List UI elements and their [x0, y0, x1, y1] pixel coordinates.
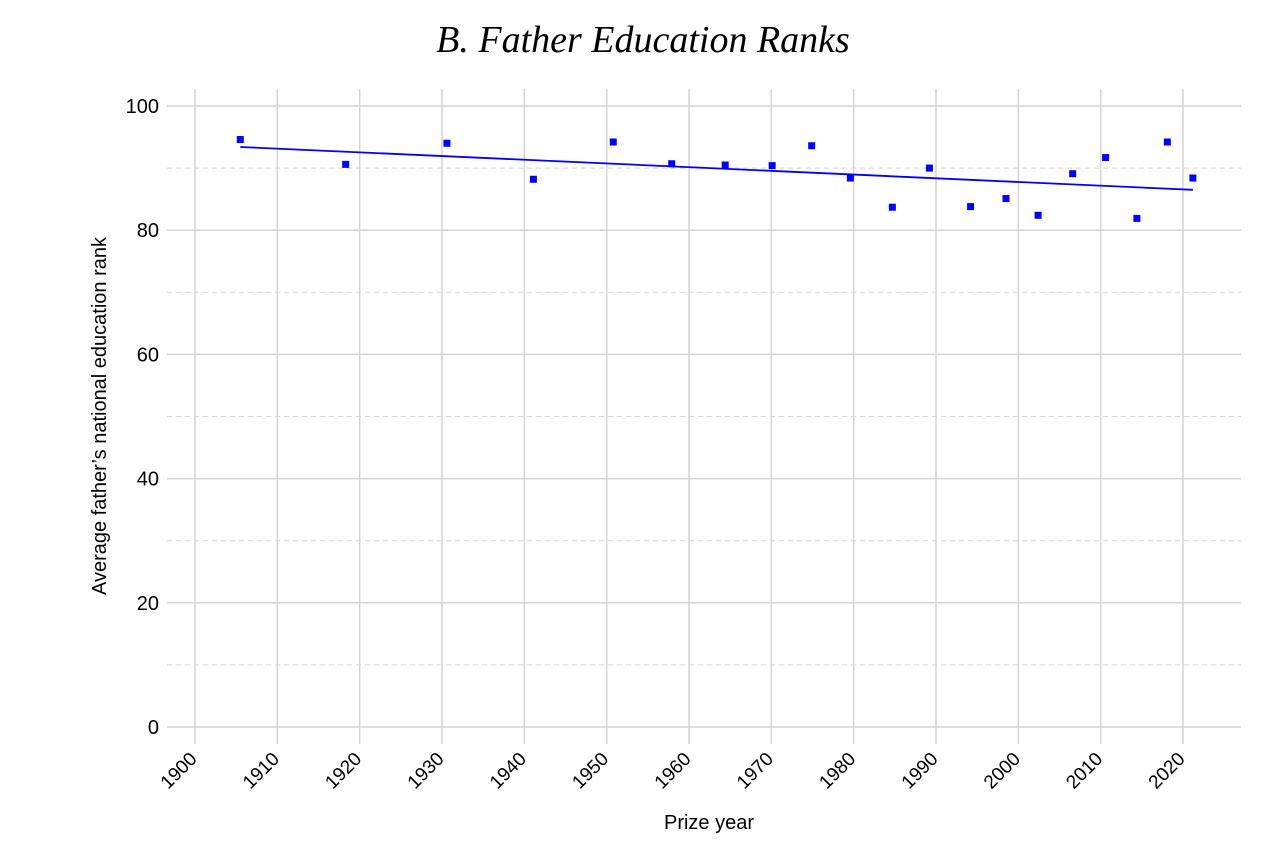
- data-point-17: [1102, 154, 1110, 162]
- x-axis-label: Prize year: [664, 812, 754, 834]
- chart-title: B. Father Education Ranks: [436, 19, 850, 61]
- data-point-16: [1069, 170, 1077, 178]
- data-point-8: [768, 162, 776, 170]
- y-tick-label-80: 80: [137, 220, 159, 242]
- data-point-14: [1002, 195, 1010, 203]
- data-point-3: [443, 139, 451, 147]
- data-point-11: [888, 203, 896, 211]
- x-tick-label-2000: 2000: [980, 749, 1025, 794]
- data-point-5: [609, 138, 617, 146]
- data-point-6: [668, 160, 676, 168]
- data-point-12: [925, 164, 933, 172]
- x-tick-label-1900: 1900: [157, 749, 202, 794]
- data-point-4: [529, 175, 537, 183]
- x-tick-label-1910: 1910: [239, 749, 284, 794]
- x-tick-label-1990: 1990: [898, 749, 943, 794]
- grid-lines: [167, 89, 1241, 744]
- y-tick-label-0: 0: [148, 717, 159, 739]
- y-tick-label-100: 100: [126, 96, 159, 118]
- data-point-10: [846, 174, 854, 182]
- data-points: [236, 136, 1197, 222]
- data-point-2: [342, 160, 350, 168]
- data-point-1: [236, 136, 244, 144]
- x-tick-label-2020: 2020: [1145, 749, 1190, 794]
- data-point-7: [721, 161, 729, 169]
- x-tick-label-2010: 2010: [1062, 749, 1107, 794]
- data-point-19: [1163, 138, 1171, 146]
- y-tick-label-40: 40: [137, 469, 159, 491]
- x-tick-label-1960: 1960: [651, 749, 696, 794]
- y-tick-label-20: 20: [137, 593, 159, 615]
- x-tick-label-1970: 1970: [733, 749, 778, 794]
- x-tick-label-1920: 1920: [321, 749, 366, 794]
- y-axis-label: Average father’s national education rank: [89, 236, 111, 595]
- data-point-20: [1189, 174, 1197, 182]
- x-tick-label-1930: 1930: [404, 749, 449, 794]
- axis-labels: 1900 1910 1920 1930 1940 1950 1960 1970 1980 1990…: [89, 96, 1190, 834]
- data-point-13: [967, 203, 975, 211]
- x-tick-label-1950: 1950: [568, 749, 613, 794]
- data-point-9: [808, 142, 816, 150]
- trend-line: [240, 146, 1193, 191]
- trend-line-layer: [240, 146, 1193, 191]
- data-point-15: [1034, 211, 1042, 219]
- x-tick-label-1940: 1940: [486, 749, 531, 794]
- data-point-18: [1133, 214, 1141, 222]
- x-tick-label-1980: 1980: [815, 749, 860, 794]
- y-tick-label-60: 60: [137, 344, 159, 366]
